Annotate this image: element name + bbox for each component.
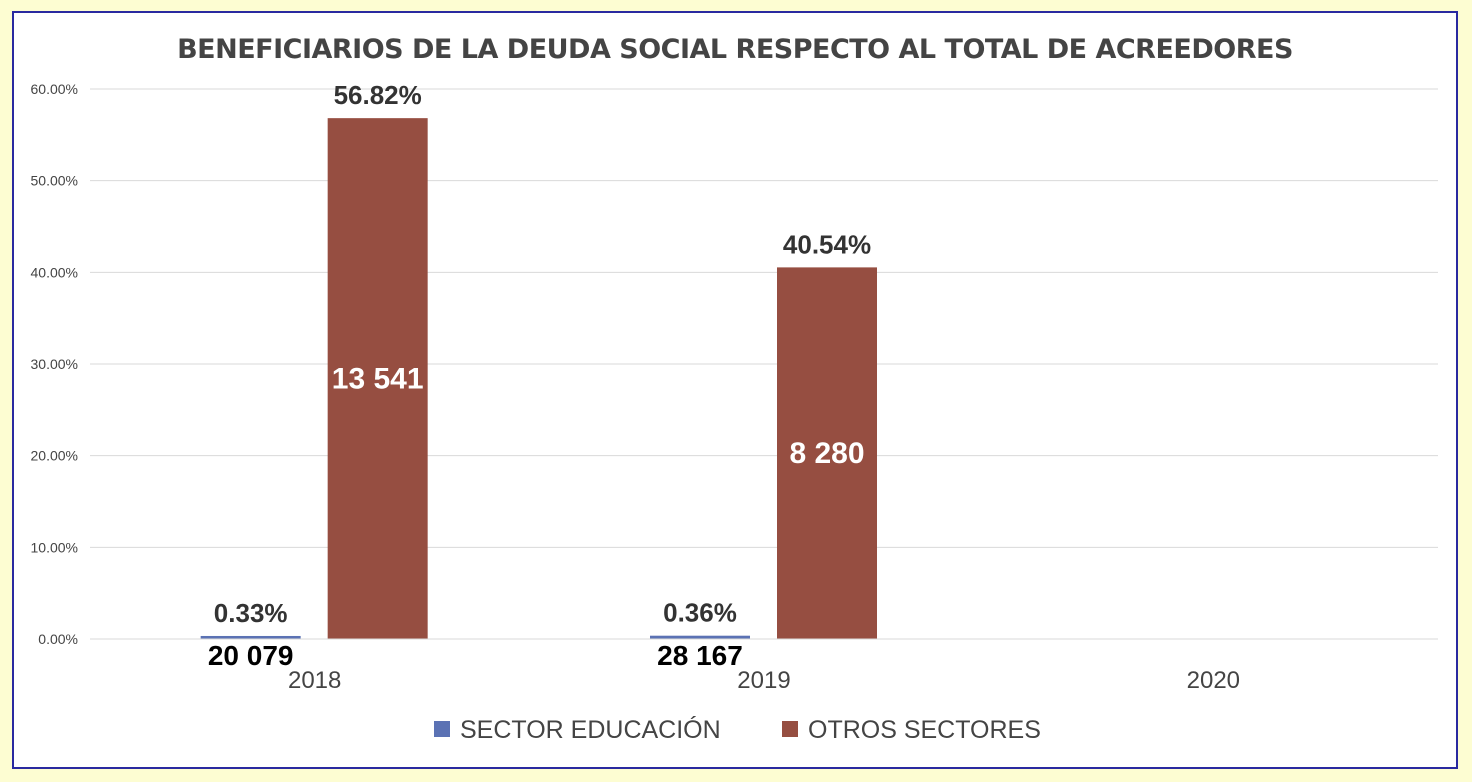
data-label-percent: 40.54% <box>783 229 871 259</box>
chart-title: BENEFICIARIOS DE LA DEUDA SOCIAL RESPECT… <box>177 34 1293 65</box>
y-tick-label: 30.00% <box>31 356 78 372</box>
legend-swatch <box>434 721 450 737</box>
data-label-percent: 0.33% <box>214 598 288 628</box>
data-label-count: 20 079 <box>208 640 294 671</box>
data-label-count: 28 167 <box>657 640 743 671</box>
data-label-count: 8 280 <box>789 437 864 470</box>
x-tick-label: 2019 <box>737 667 790 694</box>
y-tick-label: 10.00% <box>31 539 78 555</box>
data-label-count: 13 541 <box>332 363 424 396</box>
chart-frame <box>12 11 1458 769</box>
x-tick-label: 2018 <box>288 667 341 694</box>
y-tick-label: 50.00% <box>31 173 78 189</box>
bar-educacion-2019 <box>650 635 750 639</box>
bar-otros-2018 <box>327 118 428 639</box>
legend-swatch <box>782 721 798 737</box>
y-tick-label: 0.00% <box>38 631 78 647</box>
legend-label: OTROS SECTORES <box>808 716 1041 744</box>
legend-label: SECTOR EDUCACIÓN <box>460 715 721 744</box>
bar-educacion-2018 <box>200 635 301 639</box>
data-label-percent: 0.36% <box>663 598 737 628</box>
x-tick-label: 2020 <box>1187 667 1240 694</box>
bar-otros-2019 <box>777 267 877 639</box>
data-label-percent: 56.82% <box>334 80 422 110</box>
y-tick-label: 40.00% <box>31 264 78 280</box>
y-tick-label: 60.00% <box>31 81 78 97</box>
y-tick-label: 20.00% <box>31 448 78 464</box>
